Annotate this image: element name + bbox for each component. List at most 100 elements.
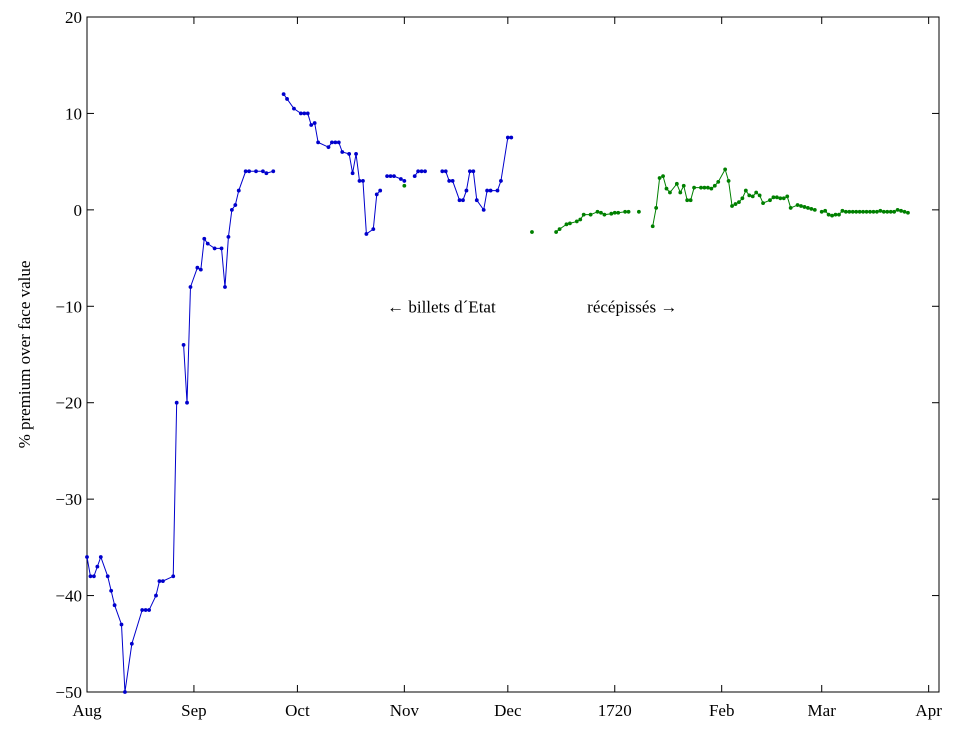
data-point <box>806 206 810 210</box>
data-point <box>881 209 886 214</box>
data-point <box>581 212 586 217</box>
data-point <box>416 169 421 174</box>
data-point <box>160 579 165 584</box>
data-point <box>123 690 127 694</box>
data-point <box>243 169 248 174</box>
data-point <box>185 400 189 405</box>
data-point <box>802 205 807 209</box>
data-point <box>650 224 655 229</box>
data-point <box>788 206 793 210</box>
data-point <box>688 198 693 203</box>
data-point <box>392 174 396 179</box>
data-point <box>495 188 500 193</box>
y-tick-label: −10 <box>55 297 82 316</box>
data-point <box>354 152 358 156</box>
data-point <box>716 179 721 184</box>
data-point <box>771 195 776 200</box>
data-point <box>481 207 486 212</box>
data-point <box>678 190 683 195</box>
data-point <box>861 209 866 214</box>
data-point <box>888 209 893 214</box>
series-2 <box>402 167 910 234</box>
data-point <box>705 185 710 190</box>
data-point <box>505 135 510 140</box>
data-point <box>233 203 238 207</box>
data-point <box>768 198 772 203</box>
data-point <box>795 203 800 207</box>
data-point <box>854 209 859 214</box>
data-point <box>668 190 672 195</box>
data-point <box>616 210 621 215</box>
data-point <box>685 198 690 203</box>
data-point <box>357 179 362 183</box>
data-point <box>419 169 424 174</box>
data-point <box>402 183 407 188</box>
data-point <box>261 169 265 174</box>
y-tick-label: −30 <box>55 490 82 509</box>
data-point <box>823 208 828 213</box>
data-point <box>271 169 276 174</box>
data-point <box>98 555 103 559</box>
data-point <box>205 241 210 246</box>
annotation-layer: ← billets d´Etat récépissés → <box>387 297 677 316</box>
data-point <box>850 209 855 214</box>
data-point <box>754 190 759 195</box>
y-tick-label: 10 <box>65 104 82 123</box>
data-point <box>868 209 872 214</box>
data-point <box>761 201 765 206</box>
data-point <box>623 209 628 214</box>
data-point <box>906 210 910 215</box>
data-point <box>143 608 148 612</box>
data-point <box>461 198 465 203</box>
data-point <box>195 265 200 270</box>
data-point <box>326 145 331 150</box>
x-tick-label: Sep <box>181 701 207 720</box>
data-point <box>298 111 303 116</box>
data-point <box>743 188 748 193</box>
data-point <box>699 185 703 190</box>
data-point <box>474 198 479 203</box>
data-point <box>350 171 355 176</box>
x-tick-label: Oct <box>285 701 310 720</box>
data-point <box>885 209 890 214</box>
annotation-label: récépissés → <box>587 297 677 316</box>
data-point <box>105 574 110 579</box>
data-point <box>774 195 779 200</box>
data-point <box>140 608 145 612</box>
data-point <box>85 555 89 559</box>
data-point <box>95 564 100 569</box>
data-point <box>599 210 603 215</box>
data-point <box>285 97 289 101</box>
data-point <box>402 179 407 183</box>
data-point <box>840 208 845 213</box>
data-point <box>809 206 814 211</box>
data-point <box>364 232 369 236</box>
data-point <box>730 204 734 208</box>
data-point <box>554 230 559 234</box>
data-point <box>378 188 383 193</box>
data-point <box>564 222 569 227</box>
data-point <box>602 212 607 217</box>
data-point <box>833 212 838 217</box>
data-point <box>864 209 869 214</box>
series-1 <box>85 92 514 694</box>
data-point <box>147 608 151 612</box>
data-point <box>281 92 286 97</box>
data-point <box>316 140 321 145</box>
data-point <box>712 183 717 188</box>
data-point <box>878 208 883 213</box>
x-tick-label: Feb <box>709 701 735 720</box>
annotation-label: ← billets d´Etat <box>387 297 496 316</box>
data-point <box>726 179 731 183</box>
data-point <box>171 574 176 579</box>
data-point <box>530 230 534 234</box>
data-point <box>92 574 96 579</box>
data-point <box>578 217 583 222</box>
data-point <box>374 192 379 197</box>
data-point <box>902 209 907 214</box>
data-point <box>305 111 310 116</box>
data-point <box>740 196 745 201</box>
x-tick-label: Nov <box>390 701 420 720</box>
data-point <box>361 179 365 183</box>
data-point <box>312 121 317 125</box>
